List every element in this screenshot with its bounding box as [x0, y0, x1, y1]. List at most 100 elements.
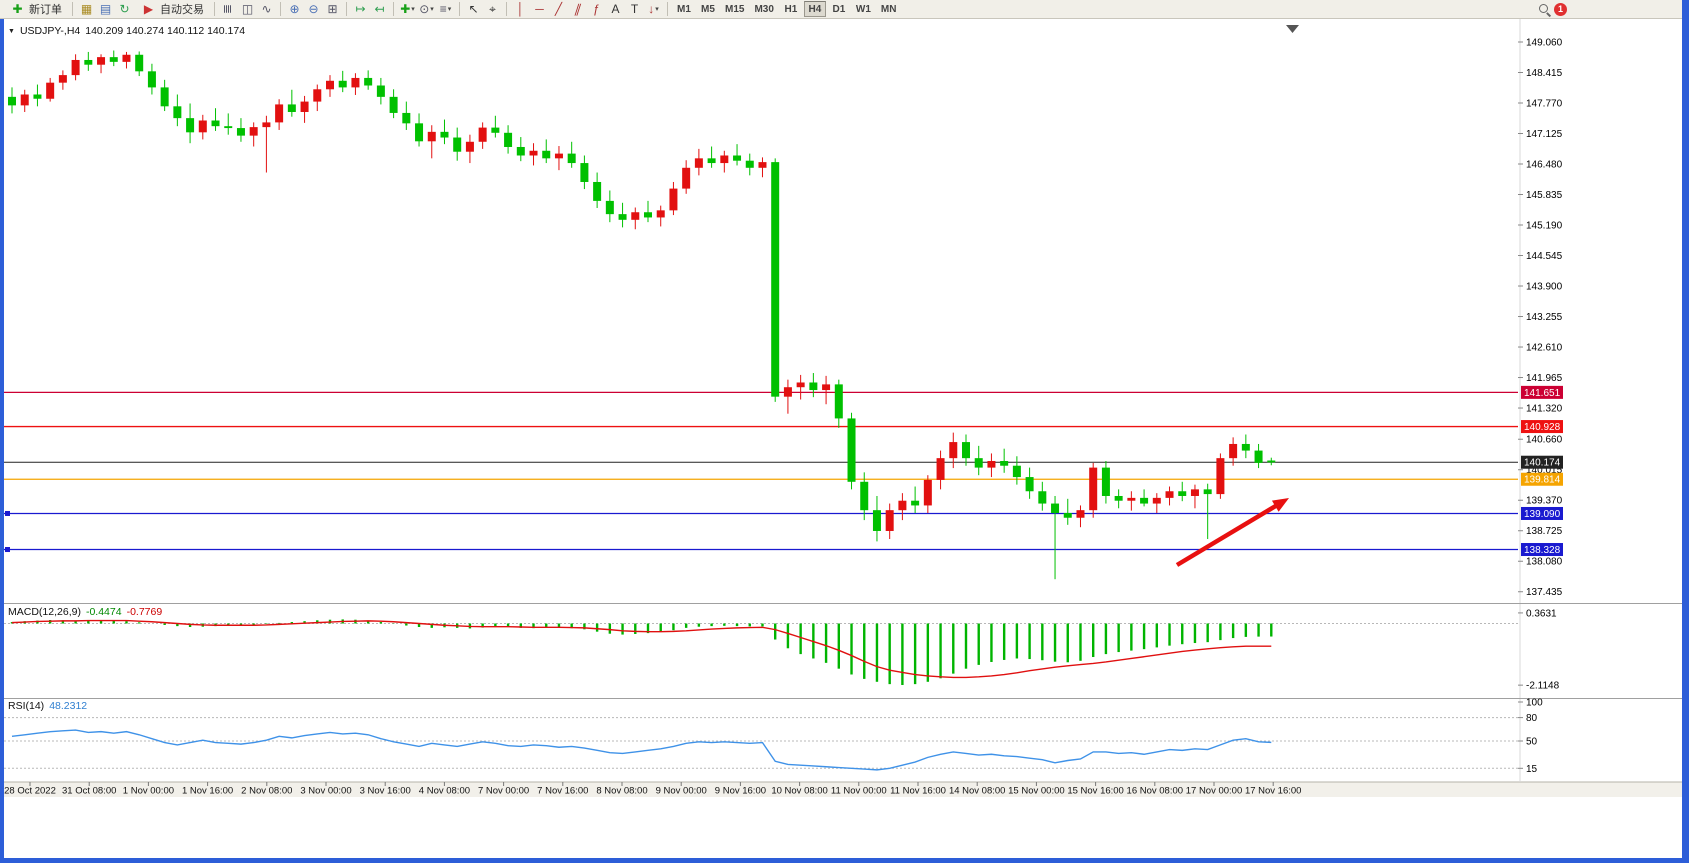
- candle: [1254, 450, 1263, 463]
- notification-badge[interactable]: 1: [1554, 2, 1567, 16]
- time-axis-label: 7 Nov 00:00: [478, 786, 529, 797]
- timeframe-m30-button[interactable]: M30: [754, 3, 774, 15]
- price-axis-label: 143.255: [1526, 312, 1563, 323]
- timeframe-m5-button[interactable]: M5: [701, 3, 715, 15]
- candle: [1229, 443, 1238, 459]
- time-axis-label: 2 Nov 08:00: [241, 786, 292, 797]
- rsi-axis-label: 50: [1526, 737, 1538, 748]
- tile-windows-icon[interactable]: ⊞: [327, 2, 338, 16]
- dropdown-caret-icon: ▾: [411, 5, 415, 13]
- horizontal-line-icon[interactable]: ─: [535, 2, 544, 16]
- candle: [682, 167, 691, 189]
- candlestick-chart-icon[interactable]: ◫: [241, 2, 254, 16]
- indicators-icon[interactable]: ✚ ▾: [400, 2, 415, 16]
- candle: [1089, 467, 1098, 511]
- candle: [338, 80, 347, 88]
- timeframe-d1-button[interactable]: D1: [832, 3, 846, 15]
- candle: [974, 458, 983, 468]
- price-tag: [1521, 472, 1563, 486]
- line-chart-icon[interactable]: ∿: [261, 2, 272, 16]
- auto-trading-icon: ▶: [143, 2, 154, 16]
- macd-signal-line: [11, 619, 1272, 679]
- profiles-icon[interactable]: ▤: [99, 2, 112, 16]
- chart-title: ▼ USDJPY-,H4 140.209 140.274 140.112 140…: [8, 25, 245, 37]
- time-axis-label: 28 Oct 2022: [4, 786, 56, 797]
- text-label-icon[interactable]: T: [630, 2, 639, 16]
- candle: [834, 384, 843, 419]
- symbol-period-label: USDJPY-,H4: [19, 25, 81, 37]
- zoom-out-icon[interactable]: ⊖: [308, 2, 319, 16]
- price-axis-label: 139.370: [1526, 496, 1563, 507]
- price-tag: [1521, 455, 1563, 469]
- candle: [567, 153, 576, 164]
- candle: [580, 163, 589, 182]
- macd-axis-label: 0.3631: [1526, 608, 1557, 619]
- search-icon[interactable]: [1535, 1, 1552, 18]
- candle: [427, 131, 436, 142]
- auto-scroll-icon[interactable]: ↦: [355, 2, 366, 16]
- periods-icon[interactable]: ⊙ ▾: [419, 2, 434, 16]
- timeframe-m1-button[interactable]: M1: [677, 3, 691, 15]
- rsi-indicator-label: RSI(14) 48.2312: [8, 700, 87, 712]
- timeframe-w1-button[interactable]: W1: [855, 3, 871, 15]
- candle: [1127, 497, 1136, 501]
- price-tag: [1521, 543, 1563, 557]
- candle: [97, 57, 106, 65]
- toolbar-separator: [280, 2, 281, 16]
- price-tag-label: 139.090: [1524, 509, 1561, 520]
- candle: [936, 458, 945, 480]
- candle: [46, 82, 55, 99]
- arrows-icon[interactable]: ↓ ▾: [648, 2, 659, 16]
- time-axis-label: 1 Nov 00:00: [123, 786, 174, 797]
- cursor-icon[interactable]: ↖: [468, 2, 479, 16]
- candle: [707, 158, 716, 164]
- trend-arrow-annotation[interactable]: [1175, 501, 1282, 567]
- candle: [644, 212, 652, 218]
- channel-icon[interactable]: ∥: [572, 2, 583, 16]
- rsi-name: RSI(14): [8, 700, 45, 712]
- toolbar-separator: [346, 2, 347, 16]
- vertical-line-icon[interactable]: │: [516, 2, 525, 16]
- bar-chart-icon[interactable]: ≣: [221, 3, 236, 15]
- price-axis-label: 141.965: [1526, 373, 1563, 384]
- candle: [1076, 510, 1085, 518]
- time-axis-label: 11 Nov 16:00: [890, 786, 946, 797]
- fibonacci-icon[interactable]: ƒ: [593, 2, 600, 16]
- candle: [809, 382, 818, 391]
- candle: [491, 127, 500, 133]
- templates-icon[interactable]: ≡ ▾: [439, 2, 452, 16]
- time-axis-label: 15 Nov 16:00: [1067, 786, 1124, 797]
- candle: [135, 54, 144, 72]
- timeframe-m15-button[interactable]: M15: [725, 3, 745, 15]
- candle: [1025, 477, 1034, 492]
- dropdown-caret-icon: ▾: [430, 5, 434, 13]
- chart-shift-marker[interactable]: [1286, 25, 1299, 33]
- new-chart-icon[interactable]: ▦: [80, 2, 93, 16]
- candle: [122, 54, 131, 62]
- candle: [376, 85, 385, 97]
- candle: [275, 104, 284, 123]
- chart-canvas[interactable]: 149.060 148.415 147.770 147.125 146.480 145.8…: [0, 19, 1689, 862]
- trendline-icon[interactable]: ╱: [554, 2, 563, 16]
- time-axis-label: 16 Nov 08:00: [1127, 786, 1184, 797]
- timeframe-h4-button[interactable]: H4: [803, 1, 826, 17]
- candle: [669, 188, 678, 211]
- candle: [84, 59, 93, 65]
- crosshair-icon[interactable]: ⌖: [489, 2, 496, 16]
- time-axis-strip: [0, 782, 1689, 797]
- candle: [694, 158, 703, 168]
- price-axis-label: 138.080: [1526, 557, 1563, 568]
- timeframe-h1-button[interactable]: H1: [784, 3, 798, 15]
- refresh-icon[interactable]: ↻: [119, 2, 130, 16]
- candle: [1203, 489, 1212, 495]
- chart-shift-icon[interactable]: ↤: [374, 2, 385, 16]
- auto-trading-button[interactable]: ▶ 自动交易: [135, 1, 209, 18]
- candle: [783, 387, 792, 397]
- candle: [478, 127, 487, 142]
- candle: [262, 122, 271, 128]
- timeframe-mn-button[interactable]: MN: [880, 3, 897, 15]
- new-order-button[interactable]: ✚ 新订单: [4, 1, 67, 18]
- text-icon[interactable]: A: [611, 2, 620, 16]
- time-axis-label: 17 Nov 00:00: [1186, 786, 1243, 797]
- zoom-in-icon[interactable]: ⊕: [289, 2, 300, 16]
